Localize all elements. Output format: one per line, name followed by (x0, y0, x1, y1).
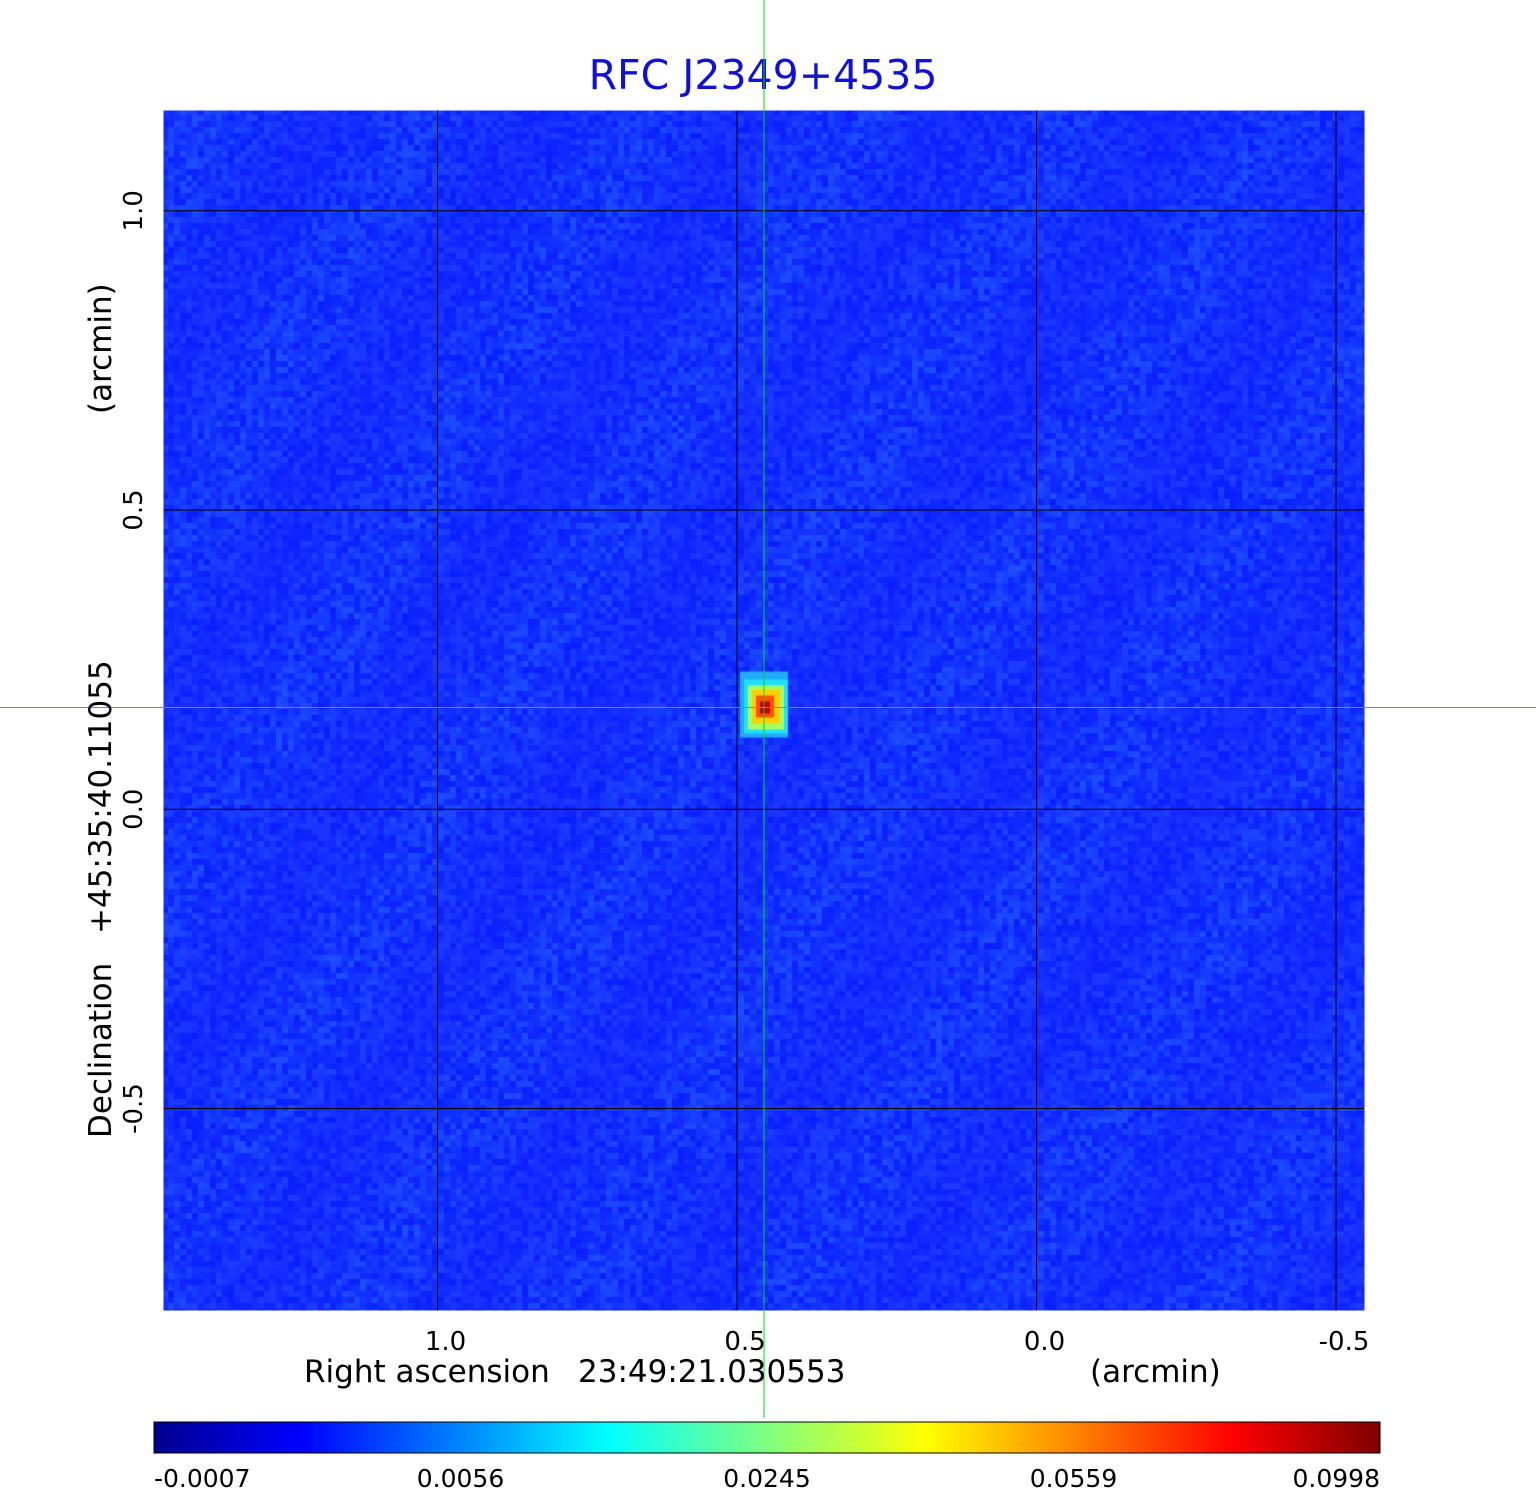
chart-title: RFC J2349+4535 (589, 51, 938, 99)
x-tick-label: 0.0 (1024, 1327, 1065, 1357)
x-tick-label: 0.5 (724, 1327, 765, 1357)
x-axis-label-unit: (arcmin) (1090, 1354, 1221, 1390)
x-tick-label: -0.5 (1319, 1327, 1370, 1357)
x-axis-label-prefix: Right ascension (304, 1354, 550, 1390)
colorbar-tick-label: 0.0998 (1293, 1464, 1380, 1493)
colorbar-tick-labels: -0.0007 0.0056 0.0245 0.0559 0.0998 (154, 1464, 1380, 1493)
x-tick-label: 1.0 (425, 1327, 466, 1357)
y-tick-label: -0.5 (119, 1083, 149, 1134)
crosshair (0, 0, 1536, 1418)
colorbar-tick-label: 0.0056 (417, 1464, 504, 1493)
x-axis-label-center: 23:49:21.030553 (578, 1354, 845, 1390)
colorbar-tick-label: 0.0245 (723, 1464, 810, 1493)
y-axis-label-prefix: Declination (83, 963, 119, 1138)
y-tick-labels: 1.0 0.5 0.0 -0.5 (119, 190, 149, 1134)
colorbar-tick-label: 0.0559 (1030, 1464, 1117, 1493)
colorbar (153, 1421, 1381, 1454)
y-tick-label: 1.0 (119, 190, 149, 231)
colorbar-tick-label: -0.0007 (154, 1464, 251, 1493)
x-tick-labels: 1.0 0.5 0.0 -0.5 (425, 1327, 1370, 1357)
y-tick-label: 0.0 (119, 789, 149, 830)
y-axis-label-unit: (arcmin) (83, 283, 119, 414)
y-axis-label-center: +45:35:40.11055 (83, 660, 119, 934)
y-tick-label: 0.5 (119, 489, 149, 530)
